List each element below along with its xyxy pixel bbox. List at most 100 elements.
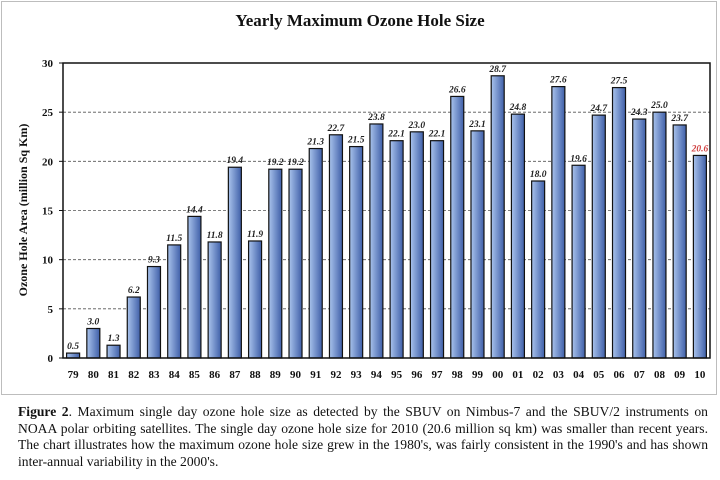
data-label: 21.5 — [347, 136, 365, 146]
chart-title: Yearly Maximum Ozone Hole Size — [235, 11, 485, 30]
data-label: 23.0 — [408, 121, 426, 131]
data-label: 6.2 — [128, 286, 140, 296]
data-label: 24.3 — [630, 108, 648, 118]
bar — [349, 145, 364, 359]
bar — [409, 131, 424, 359]
data-label: 27.6 — [549, 76, 567, 86]
data-label: 22.1 — [428, 130, 446, 140]
data-label: 19.2 — [267, 158, 284, 168]
x-tick-label: 02 — [533, 369, 545, 381]
x-tick-label: 85 — [189, 369, 201, 381]
bar — [429, 140, 445, 359]
data-label: 0.5 — [67, 342, 79, 352]
x-tick-label: 08 — [654, 369, 666, 381]
x-tick-label: 05 — [593, 369, 605, 381]
bar — [268, 168, 283, 359]
data-label: 19.6 — [570, 154, 587, 164]
x-tick-label: 01 — [512, 369, 523, 381]
data-label: 14.4 — [186, 205, 203, 215]
bar — [369, 123, 384, 359]
bar — [86, 327, 101, 359]
bar — [227, 166, 242, 359]
chart-frame — [1, 1, 717, 395]
bar — [187, 215, 202, 359]
bar — [328, 134, 344, 359]
y-axis-label: Ozone Hole Area (million Sq Km) — [16, 124, 30, 297]
x-tick-label: 82 — [128, 369, 140, 381]
caption-text: . Maximum single day ozone hole size as … — [18, 404, 708, 469]
x-tick-label: 83 — [148, 369, 160, 381]
y-tick-label: 30 — [42, 58, 54, 70]
figure-caption: Figure 2. Maximum single day ozone hole … — [18, 404, 708, 470]
bar — [126, 296, 141, 359]
data-label: 22.1 — [387, 130, 405, 140]
bar — [652, 111, 667, 359]
bar — [571, 164, 586, 359]
plot-area — [62, 62, 711, 359]
bar — [207, 241, 222, 359]
x-tick-label: 79 — [68, 369, 80, 381]
bar — [531, 180, 546, 359]
data-label: 18.0 — [530, 170, 547, 180]
bar — [672, 124, 687, 359]
data-label: 20.6 — [691, 144, 709, 154]
bar — [106, 344, 121, 359]
data-label: 11.5 — [166, 234, 182, 244]
x-tick-label: 95 — [391, 369, 403, 381]
x-tick-label: 04 — [573, 369, 585, 381]
data-label: 25.0 — [650, 101, 668, 111]
bar — [450, 95, 465, 359]
x-tick-label: 07 — [634, 369, 646, 381]
data-label: 24.8 — [509, 103, 527, 113]
x-tick-label: 03 — [553, 369, 565, 381]
data-label: 19.4 — [227, 156, 244, 166]
x-tick-label: 10 — [694, 369, 706, 381]
x-tick-label: 00 — [492, 369, 504, 381]
bar — [389, 140, 404, 359]
data-label: 11.9 — [247, 230, 263, 240]
bar-chart: Yearly Maximum Ozone Hole Size Ozone Hol… — [16, 11, 711, 381]
caption-label: Figure 2 — [18, 404, 69, 419]
x-tick-label: 80 — [88, 369, 100, 381]
data-label: 23.1 — [468, 120, 486, 130]
data-label: 23.8 — [367, 113, 385, 123]
bar — [551, 85, 566, 359]
bar — [308, 147, 323, 359]
bar — [167, 244, 182, 359]
x-tick-label: 94 — [371, 369, 383, 381]
data-label: 27.5 — [610, 77, 628, 87]
y-tick-label: 20 — [42, 156, 54, 168]
y-tick-label: 10 — [42, 255, 54, 267]
x-tick-label: 86 — [209, 369, 221, 381]
data-label: 24.7 — [589, 104, 608, 114]
bar — [510, 113, 526, 359]
data-label: 11.8 — [207, 231, 223, 241]
data-label: 9.3 — [148, 256, 160, 266]
x-tick-label: 96 — [411, 369, 423, 381]
data-label: 23.7 — [670, 114, 689, 124]
data-label: 1.3 — [108, 334, 120, 344]
bar — [611, 86, 627, 359]
bar — [470, 130, 485, 359]
x-tick-label: 90 — [290, 369, 302, 381]
bar — [692, 154, 707, 359]
x-tick-label: 09 — [674, 369, 686, 381]
x-tick-label: 87 — [229, 369, 241, 381]
x-tick-label: 89 — [270, 369, 282, 381]
y-tick-label: 15 — [42, 206, 54, 218]
x-tick-label: 92 — [330, 369, 342, 381]
x-tick-label: 91 — [310, 369, 321, 381]
y-tick-label: 5 — [48, 304, 54, 316]
bar — [288, 168, 303, 359]
data-label: 3.0 — [86, 318, 99, 328]
y-tick-label: 25 — [42, 107, 54, 119]
x-tick-label: 98 — [452, 369, 464, 381]
x-tick-label: 84 — [169, 369, 181, 381]
data-label: 28.7 — [488, 65, 507, 75]
bar — [632, 118, 647, 359]
data-label: 19.2 — [287, 158, 304, 168]
x-tick-label: 99 — [472, 369, 484, 381]
x-tick-label: 88 — [250, 369, 262, 381]
x-tick-label: 97 — [432, 369, 444, 381]
bar — [146, 265, 162, 359]
